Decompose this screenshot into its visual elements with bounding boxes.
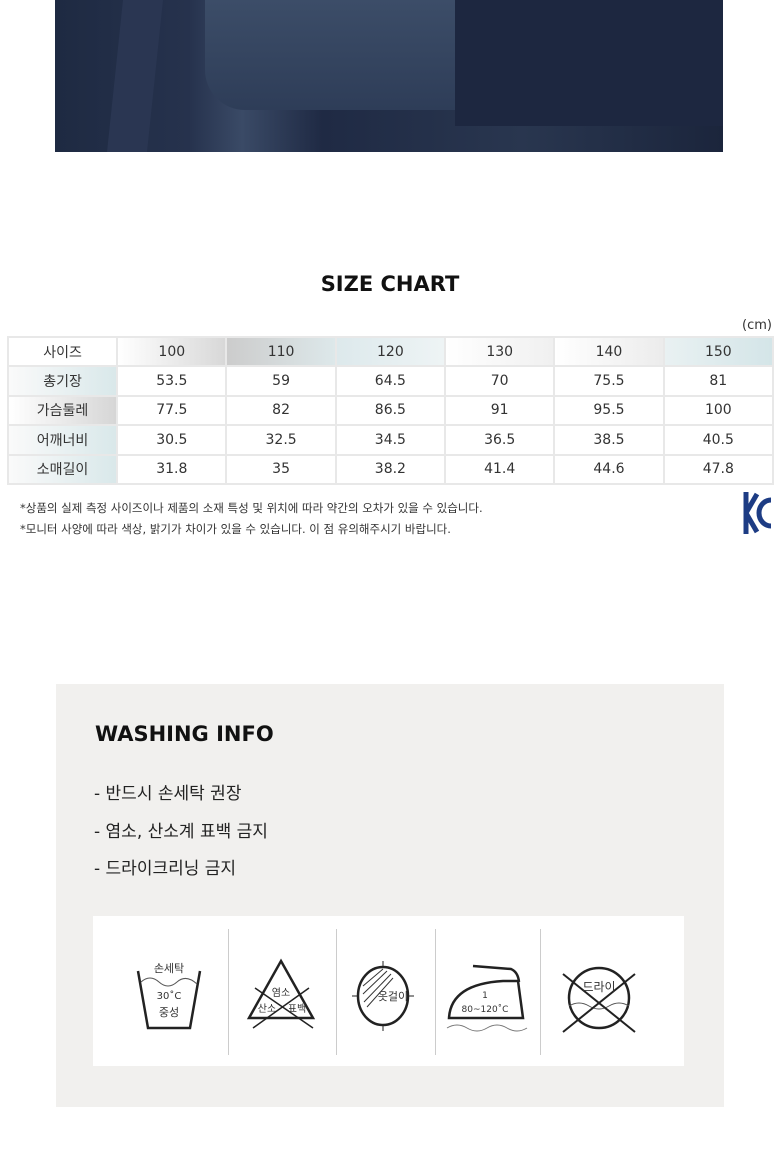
table-cell: 40.5 (662, 424, 775, 456)
header-cell: 100 (116, 335, 228, 368)
svg-text:옷걸이: 옷걸이 (378, 990, 408, 1003)
header-cell: 110 (225, 335, 337, 368)
table-cell: 75.5 (553, 365, 665, 397)
table-cell: 82 (225, 394, 337, 427)
table-cell: 100 (662, 394, 775, 427)
table-row: 총기장 53.5 59 64.5 70 75.5 81 (6, 365, 775, 397)
svg-text:80~120˚C: 80~120˚C (462, 1004, 509, 1015)
table-cell: 77.5 (116, 394, 228, 427)
header-cell: 사이즈 (6, 335, 119, 368)
table-row: 가슴둘레 77.5 82 86.5 91 95.5 100 (6, 394, 775, 427)
washing-item: - 반드시 손세탁 권장 (94, 784, 242, 804)
svg-text:산소: 산소 (258, 1003, 276, 1015)
table-cell: 31.8 (116, 453, 228, 485)
svg-text:드라이: 드라이 (582, 980, 615, 994)
svg-text:표백: 표백 (288, 1003, 306, 1015)
table-cell: 30.5 (116, 424, 228, 456)
table-cell: 41.4 (444, 453, 556, 485)
svg-text:중성: 중성 (159, 1006, 179, 1019)
table-cell: 36.5 (444, 424, 556, 456)
table-cell: 38.2 (334, 453, 447, 485)
note-measurement: *상품의 실제 측정 사이즈이나 제품의 소재 특성 및 위치에 따라 약간의 … (20, 501, 483, 515)
row-header: 가슴둘레 (6, 394, 119, 427)
svg-text:염소: 염소 (272, 987, 290, 999)
table-cell: 35 (225, 453, 337, 485)
header-cell: 130 (444, 335, 556, 368)
table-cell: 86.5 (334, 394, 447, 427)
no-bleach-icon: 염소 산소 표백 (246, 958, 316, 1029)
washing-title: WASHING INFO (95, 722, 274, 746)
table-cell: 47.8 (662, 453, 775, 485)
table-cell: 34.5 (334, 424, 447, 456)
table-cell: 59 (225, 365, 337, 397)
hand-wash-icon: 손세탁 30˚C 중성 (136, 962, 202, 1030)
table-cell: 64.5 (334, 365, 447, 397)
row-header: 소매길이 (6, 453, 119, 485)
iron-icon: 1 80~120˚C (446, 964, 528, 1032)
table-cell: 91 (444, 394, 556, 427)
svg-text:손세탁: 손세탁 (154, 962, 184, 975)
table-cell: 44.6 (553, 453, 665, 485)
row-header: 어깨너비 (6, 424, 119, 456)
table-row: 소매길이 31.8 35 38.2 41.4 44.6 47.8 (6, 453, 775, 485)
size-chart-title: SIZE CHART (320, 272, 460, 296)
unit-label: (cm) (742, 318, 772, 333)
table-cell: 70 (444, 365, 556, 397)
care-symbols-panel: 손세탁 30˚C 중성 염소 산소 표백 옷걸이 1 80~120˚C 드라이 (93, 916, 684, 1066)
svg-text:1: 1 (482, 991, 488, 1001)
washing-info-section: WASHING INFO - 반드시 손세탁 권장 - 염소, 산소계 표백 금… (56, 684, 724, 1107)
table-cell: 95.5 (553, 394, 665, 427)
table-cell: 53.5 (116, 365, 228, 397)
table-header-row: 사이즈 100 110 120 130 140 150 (6, 335, 775, 368)
table-cell: 32.5 (225, 424, 337, 456)
header-cell: 150 (662, 335, 775, 368)
no-dry-clean-icon: 드라이 (562, 966, 636, 1033)
header-cell: 140 (553, 335, 665, 368)
washing-item: - 드라이크리닝 금지 (94, 859, 237, 879)
kc-logo-icon (743, 492, 772, 534)
table-cell: 81 (662, 365, 775, 397)
hang-dry-icon: 옷걸이 (352, 961, 414, 1031)
size-table: 사이즈 100 110 120 130 140 150 총기장 53.5 59 64.… (6, 335, 775, 485)
product-photo (55, 0, 723, 152)
note-monitor: *모니터 사양에 따라 색상, 밝기가 차이가 있을 수 있습니다. 이 점 유… (20, 522, 451, 536)
row-header: 총기장 (6, 365, 119, 397)
table-cell: 38.5 (553, 424, 665, 456)
table-row: 어깨너비 30.5 32.5 34.5 36.5 38.5 40.5 (6, 424, 775, 456)
svg-text:30˚C: 30˚C (157, 990, 182, 1002)
washing-item: - 염소, 산소계 표백 금지 (94, 822, 268, 842)
header-cell: 120 (334, 335, 447, 368)
